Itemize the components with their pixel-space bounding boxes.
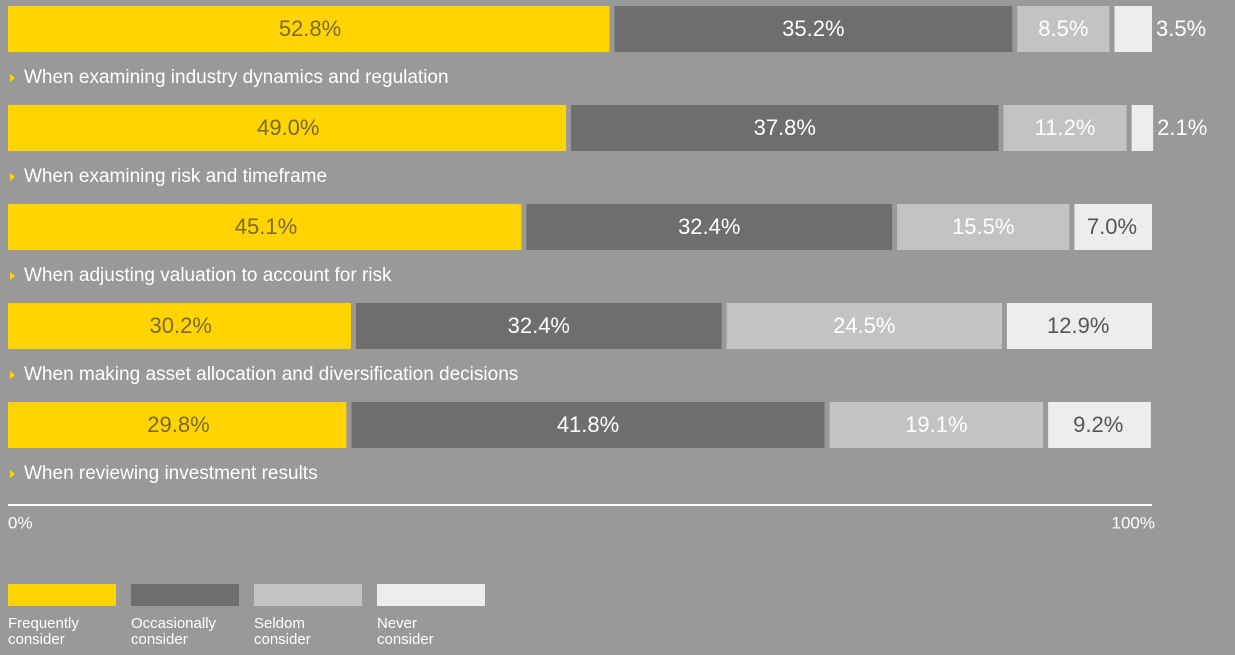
bar-segment bbox=[8, 6, 610, 52]
legend-swatch bbox=[254, 584, 362, 606]
bar-segment bbox=[614, 6, 1013, 52]
bar-segment bbox=[8, 402, 347, 448]
bar-segment bbox=[1017, 6, 1110, 52]
bar-segment bbox=[571, 105, 999, 151]
x-tick-label: 100% bbox=[1112, 513, 1155, 532]
value-label: 32.4% bbox=[508, 313, 570, 338]
legend-label: Frequently consider bbox=[8, 615, 79, 648]
value-label: 45.1% bbox=[235, 214, 297, 239]
value-label: 19.1% bbox=[905, 412, 967, 437]
category-label: When adjusting valuation to account for … bbox=[24, 265, 392, 286]
bar-segment bbox=[1048, 402, 1151, 448]
value-label: 2.1% bbox=[1157, 115, 1207, 140]
legend-label-line: consider bbox=[131, 631, 188, 648]
bar-segment bbox=[8, 303, 351, 349]
legend-label-line: Frequently bbox=[8, 615, 79, 632]
legend-swatch bbox=[131, 584, 239, 606]
bar-segment bbox=[897, 204, 1070, 250]
value-label: 7.0% bbox=[1087, 214, 1137, 239]
bar-segment bbox=[8, 105, 567, 151]
bar-segment bbox=[355, 303, 722, 349]
bar-segment bbox=[526, 204, 893, 250]
value-label: 8.5% bbox=[1038, 16, 1088, 41]
legend-label-line: Seldom bbox=[254, 615, 305, 632]
bar-segment bbox=[1114, 6, 1152, 52]
legend-label-line: Never bbox=[377, 615, 417, 632]
bullet-marker bbox=[10, 371, 15, 379]
value-label: 29.8% bbox=[147, 412, 209, 437]
value-label: 9.2% bbox=[1073, 412, 1123, 437]
bar-segment bbox=[726, 303, 1002, 349]
legend-label: Seldom consider bbox=[254, 615, 311, 648]
value-label: 15.5% bbox=[952, 214, 1014, 239]
value-label: 37.8% bbox=[754, 115, 816, 140]
bar-segment bbox=[1003, 105, 1127, 151]
bar-segment bbox=[1074, 204, 1152, 250]
bullet-marker bbox=[10, 272, 15, 280]
legend-swatch bbox=[377, 584, 485, 606]
legend-label-line: consider bbox=[377, 631, 434, 648]
bullet-marker bbox=[10, 173, 15, 181]
value-label: 52.8% bbox=[279, 16, 341, 41]
value-label: 41.8% bbox=[557, 412, 619, 437]
category-label: When making asset allocation and diversi… bbox=[24, 364, 518, 385]
value-label: 12.9% bbox=[1047, 313, 1109, 338]
bar-segment bbox=[1131, 105, 1154, 151]
legend-label-line: Occasionally bbox=[131, 615, 217, 632]
bullet-marker bbox=[10, 74, 15, 82]
value-label: 35.2% bbox=[782, 16, 844, 41]
bullet-marker bbox=[10, 470, 15, 478]
value-label: 49.0% bbox=[257, 115, 319, 140]
category-label: When examining industry dynamics and reg… bbox=[24, 67, 449, 88]
category-label: When examining risk and timeframe bbox=[24, 166, 327, 187]
legend-swatch bbox=[8, 584, 116, 606]
value-label: 30.2% bbox=[150, 313, 212, 338]
bar-segment bbox=[8, 204, 522, 250]
legend-label: Occasionally consider bbox=[131, 615, 217, 648]
value-label: 32.4% bbox=[678, 214, 740, 239]
legend-label-line: consider bbox=[254, 631, 311, 648]
bar-segment bbox=[1006, 303, 1152, 349]
value-label: 3.5% bbox=[1156, 16, 1206, 41]
bar-segment bbox=[351, 402, 825, 448]
legend-label-line: consider bbox=[8, 631, 65, 648]
category-label: When reviewing investment results bbox=[24, 463, 318, 484]
bar-segment bbox=[829, 402, 1044, 448]
x-tick-label: 0% bbox=[8, 513, 33, 532]
legend-label: Never consider bbox=[377, 615, 434, 648]
value-label: 11.2% bbox=[1035, 115, 1096, 140]
value-label: 24.5% bbox=[833, 313, 895, 338]
